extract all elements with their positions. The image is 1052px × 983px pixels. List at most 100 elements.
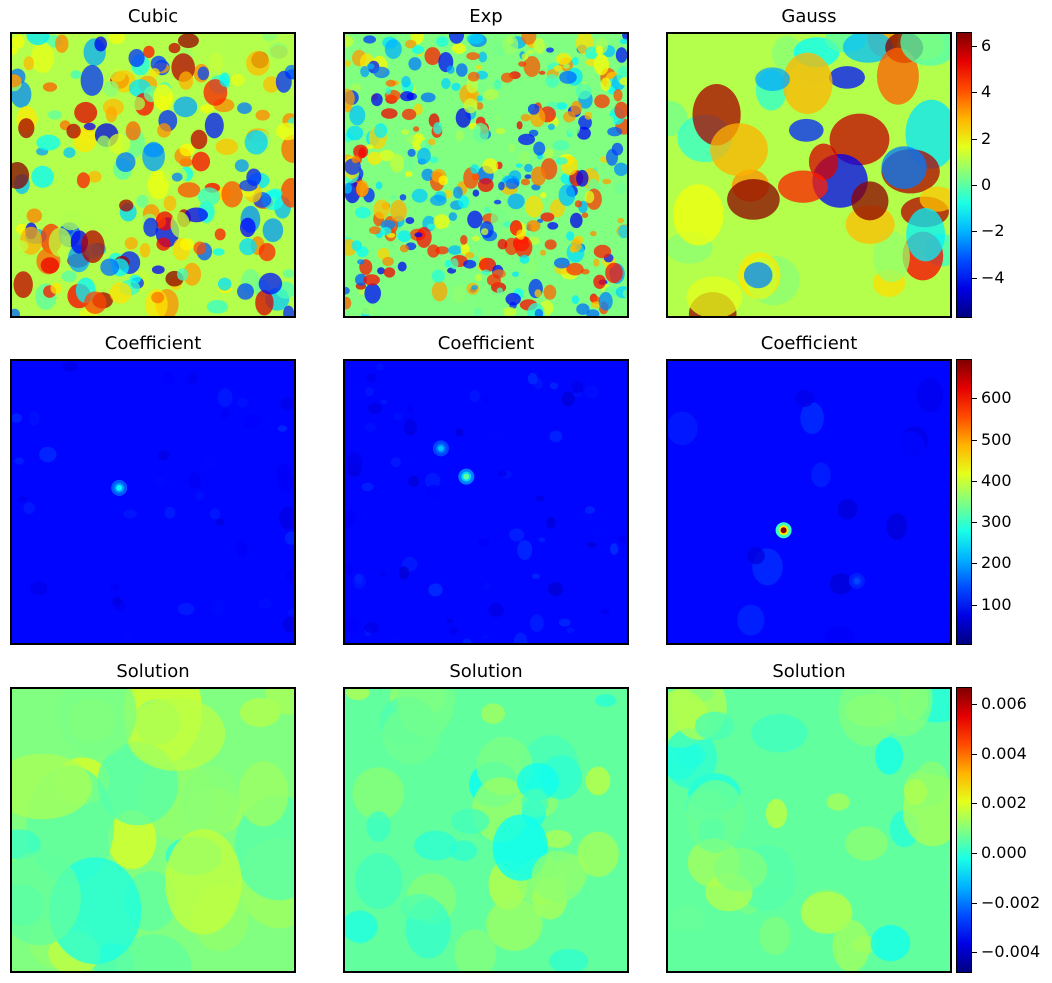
- colorbar-tick: [972, 903, 977, 904]
- field-blob: [265, 689, 294, 715]
- field-blob: [126, 697, 226, 771]
- field-blob: [36, 134, 61, 151]
- field-blob: [112, 596, 122, 606]
- colorbar-tick-label: 400: [981, 471, 1012, 490]
- field-blob: [208, 52, 224, 73]
- field-blob: [97, 135, 111, 151]
- colorbar-tick-label: 500: [981, 430, 1012, 449]
- field-blob: [471, 285, 478, 290]
- field-blob: [507, 193, 525, 210]
- field-blob: [527, 103, 540, 115]
- field-blob: [433, 214, 450, 230]
- field-blob: [477, 178, 494, 192]
- field-blob: [23, 502, 35, 515]
- field-blob: [143, 45, 155, 59]
- field-blob: [482, 158, 499, 174]
- field-blob: [367, 151, 382, 166]
- field-blob: [42, 82, 58, 92]
- field-blob: [876, 47, 919, 105]
- field-blob: [414, 830, 458, 861]
- field-blob: [416, 226, 432, 248]
- colorbar-tick-label: −4: [981, 268, 1005, 287]
- field-blob: [469, 390, 480, 403]
- field-blob: [55, 34, 69, 53]
- field-blob: [466, 52, 480, 61]
- field-blob: [455, 428, 464, 437]
- field-blob: [619, 77, 627, 86]
- field-blob: [832, 920, 870, 971]
- field-blob: [737, 604, 765, 636]
- field-blob: [694, 711, 735, 741]
- field-blob: [533, 37, 545, 54]
- field-blob: [12, 47, 18, 55]
- field-blob: [60, 210, 83, 231]
- field-blob: [515, 163, 523, 168]
- field-blob: [530, 166, 546, 186]
- field-blob: [534, 308, 544, 316]
- field-blob: [670, 905, 705, 931]
- field-blob: [501, 72, 514, 83]
- field-blob: [215, 138, 239, 155]
- field-blob: [547, 123, 555, 131]
- field-blob: [401, 129, 410, 135]
- field-blob: [458, 195, 469, 209]
- field-blob: [355, 853, 403, 909]
- colorbar-tick: [972, 139, 977, 140]
- field-blob: [401, 76, 411, 88]
- field-blob: [40, 257, 60, 274]
- field-blob: [200, 104, 214, 114]
- field-blob: [448, 212, 458, 221]
- field-blob: [115, 152, 136, 172]
- field-blob: [451, 808, 490, 834]
- field-blob: [486, 274, 501, 287]
- field-blob: [352, 767, 405, 820]
- heatmap-coefficient-exp: [343, 359, 629, 645]
- field-blob: [385, 87, 392, 95]
- field-blob: [824, 626, 855, 643]
- field-blob: [108, 34, 126, 44]
- field-blob: [455, 108, 471, 128]
- field-blob: [607, 127, 623, 137]
- field-blob: [576, 303, 590, 316]
- field-blob: [171, 172, 183, 182]
- field-blob: [381, 108, 398, 119]
- panel-title-solution-3: Solution: [772, 661, 846, 682]
- field-blob: [393, 412, 403, 421]
- field-blob: [277, 425, 288, 432]
- colorbar-tick-label: 4: [981, 82, 992, 101]
- field-blob: [906, 208, 946, 262]
- field-blob: [246, 50, 270, 76]
- field-blob: [351, 240, 362, 252]
- field-blob: [526, 220, 541, 232]
- field-blob: [508, 143, 516, 153]
- field-blob: [548, 582, 563, 597]
- field-blob: [900, 34, 950, 66]
- field-blob: [151, 265, 165, 274]
- field-blob: [346, 452, 363, 474]
- field-blob: [556, 102, 568, 110]
- field-blob: [201, 455, 219, 469]
- field-blob: [376, 363, 384, 371]
- field-blob: [136, 194, 149, 208]
- field-blob: [357, 259, 365, 265]
- field-blob: [829, 113, 890, 166]
- field-blob: [80, 64, 104, 96]
- field-blob: [87, 170, 102, 183]
- field-blob: [368, 226, 382, 235]
- coefficient-peak: [437, 445, 444, 452]
- field-blob: [62, 361, 78, 372]
- heatmap-coefficient-cubic: [10, 359, 296, 645]
- field-blob: [585, 58, 596, 67]
- field-blob: [221, 181, 243, 208]
- field-blob: [567, 121, 581, 136]
- field-blob: [456, 63, 468, 77]
- field-blob: [575, 83, 592, 100]
- field-blob: [727, 179, 780, 220]
- field-blob: [58, 689, 137, 758]
- field-blob: [366, 373, 377, 383]
- field-blob: [478, 51, 488, 63]
- field-blob: [572, 57, 579, 66]
- field-blob: [519, 254, 530, 264]
- field-blob: [472, 189, 480, 197]
- field-blob: [108, 810, 157, 870]
